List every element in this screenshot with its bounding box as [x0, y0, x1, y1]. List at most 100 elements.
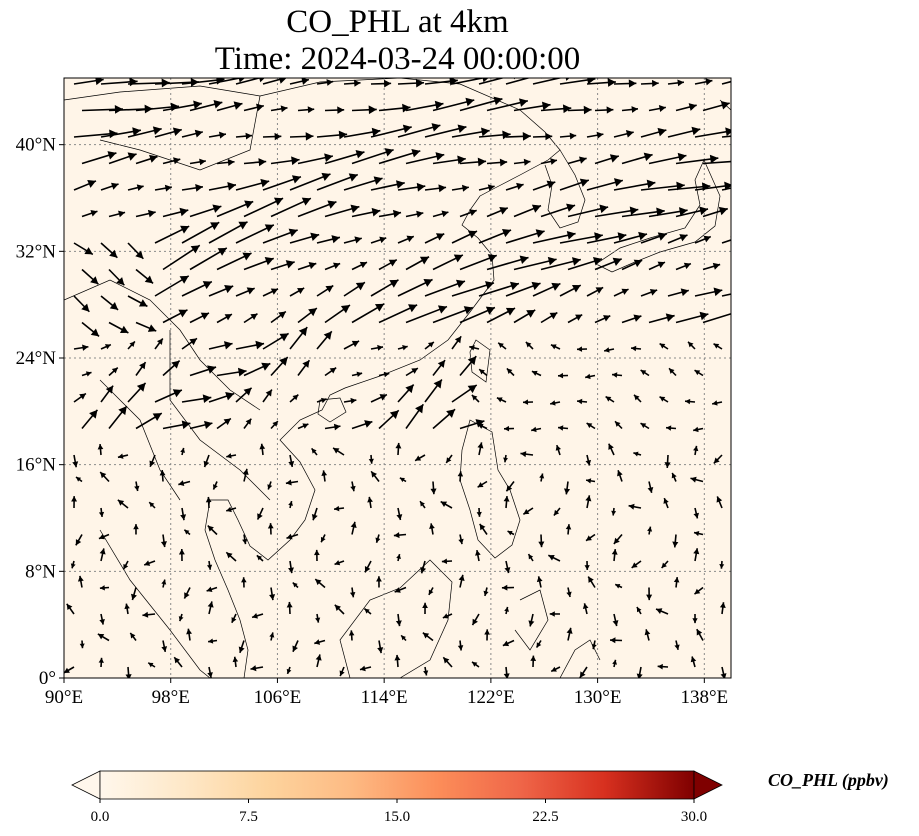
wind-arrow [127, 242, 144, 260]
wind-arrow [721, 293, 731, 297]
wind-arrow [370, 393, 388, 403]
wind-arrow [73, 179, 97, 191]
wind-arrow [432, 97, 475, 112]
wind-arrow [445, 454, 453, 464]
wind-arrow [181, 221, 220, 244]
wind-arrow [522, 507, 534, 515]
wind-arrow [547, 554, 561, 562]
wind-arrow [135, 268, 154, 284]
wind-arrow [351, 207, 381, 218]
wind-arrow [702, 206, 729, 218]
wind-arrow [550, 344, 561, 350]
wind-arrow [324, 304, 351, 324]
wind-arrow [586, 422, 596, 430]
wind-arrow [567, 257, 603, 271]
wind-arrow [557, 372, 569, 379]
wind-arrow [611, 507, 617, 516]
wind-arrow [208, 284, 234, 297]
wind-arrow [631, 560, 642, 569]
wind-arrow [696, 628, 704, 641]
wind-arrow [324, 149, 365, 165]
wind-arrow [135, 412, 163, 430]
wind-arrow [585, 495, 592, 509]
wind-arrow [316, 173, 359, 191]
wind-arrow [655, 608, 669, 615]
wind-arrow [77, 575, 84, 588]
wind-arrow [721, 135, 731, 138]
wind-arrow [612, 659, 618, 668]
wind-arrow [376, 576, 382, 588]
wind-arrow [73, 78, 104, 86]
wind-arrow [397, 235, 415, 244]
wind-arrow [539, 473, 545, 482]
wind-arrow [181, 280, 213, 297]
wind-arrow [135, 154, 158, 165]
wind-arrow [73, 344, 89, 351]
wind-arrow [502, 639, 515, 647]
colorbar-tick-label: 15.0 [384, 809, 410, 825]
wind-arrow [647, 526, 653, 535]
wind-arrow [405, 305, 448, 324]
wind-arrow [424, 78, 458, 86]
wind-arrow [659, 395, 669, 403]
wind-arrow [216, 252, 252, 271]
wind-arrow [585, 373, 596, 380]
wind-arrow [375, 534, 381, 543]
wind-arrow [161, 640, 168, 653]
wind-arrow [178, 480, 191, 487]
wind-arrow [243, 197, 284, 218]
colorbar-tick-label: 0.0 [91, 809, 110, 825]
wind-arrow [162, 157, 181, 165]
wind-arrow [559, 132, 577, 140]
wind-arrow [315, 654, 322, 668]
wind-arrow [66, 603, 75, 615]
wind-arrow [582, 603, 589, 615]
wind-arrow [232, 656, 239, 668]
wind-arrow [73, 242, 94, 256]
wind-arrow [614, 420, 623, 430]
wind-arrow [99, 548, 106, 562]
wind-arrow [609, 637, 623, 644]
wind-arrow [586, 286, 604, 297]
wind-arrow [79, 640, 85, 649]
wind-arrow [189, 365, 217, 377]
wind-arrow [693, 548, 700, 562]
wind-arrow [451, 78, 489, 85]
wind-arrow [216, 101, 243, 112]
wind-arrow [212, 481, 218, 490]
wind-arrow [458, 534, 464, 545]
wind-arrow [504, 560, 511, 574]
wind-arrow [648, 105, 666, 113]
wind-arrow [351, 148, 394, 165]
wind-arrow [476, 507, 482, 517]
wind-arrow [75, 476, 83, 483]
wind-arrow [288, 500, 293, 509]
wind-arrow [343, 236, 362, 244]
wind-arrow [702, 312, 731, 324]
wind-arrow [259, 443, 266, 456]
colorbar-label: CO_PHL (ppbv) [768, 770, 889, 790]
wind-arrow [73, 295, 90, 313]
wind-arrow [621, 314, 642, 324]
wind-arrow [343, 281, 366, 297]
wind-arrow [127, 382, 147, 403]
wind-arrow [471, 394, 480, 403]
wind-arrow [243, 313, 258, 324]
lat-tick-label: 8°N [25, 561, 56, 582]
wind-arrow [674, 640, 680, 651]
wind-arrow [270, 420, 279, 430]
wind-arrow [585, 454, 592, 466]
wind-arrow [479, 523, 488, 535]
wind-arrow [334, 560, 345, 566]
wind-arrow [672, 534, 679, 548]
wind-arrow [81, 151, 117, 165]
wind-arrow [486, 255, 529, 271]
wind-arrow [503, 454, 509, 463]
wind-arrow [459, 355, 477, 377]
wind-arrow [459, 419, 485, 430]
wind-arrow [559, 284, 582, 297]
wind-arrow [270, 260, 295, 271]
wind-arrow [378, 371, 390, 378]
wind-arrow [289, 287, 305, 297]
lon-tick-label: 106°E [254, 687, 302, 708]
